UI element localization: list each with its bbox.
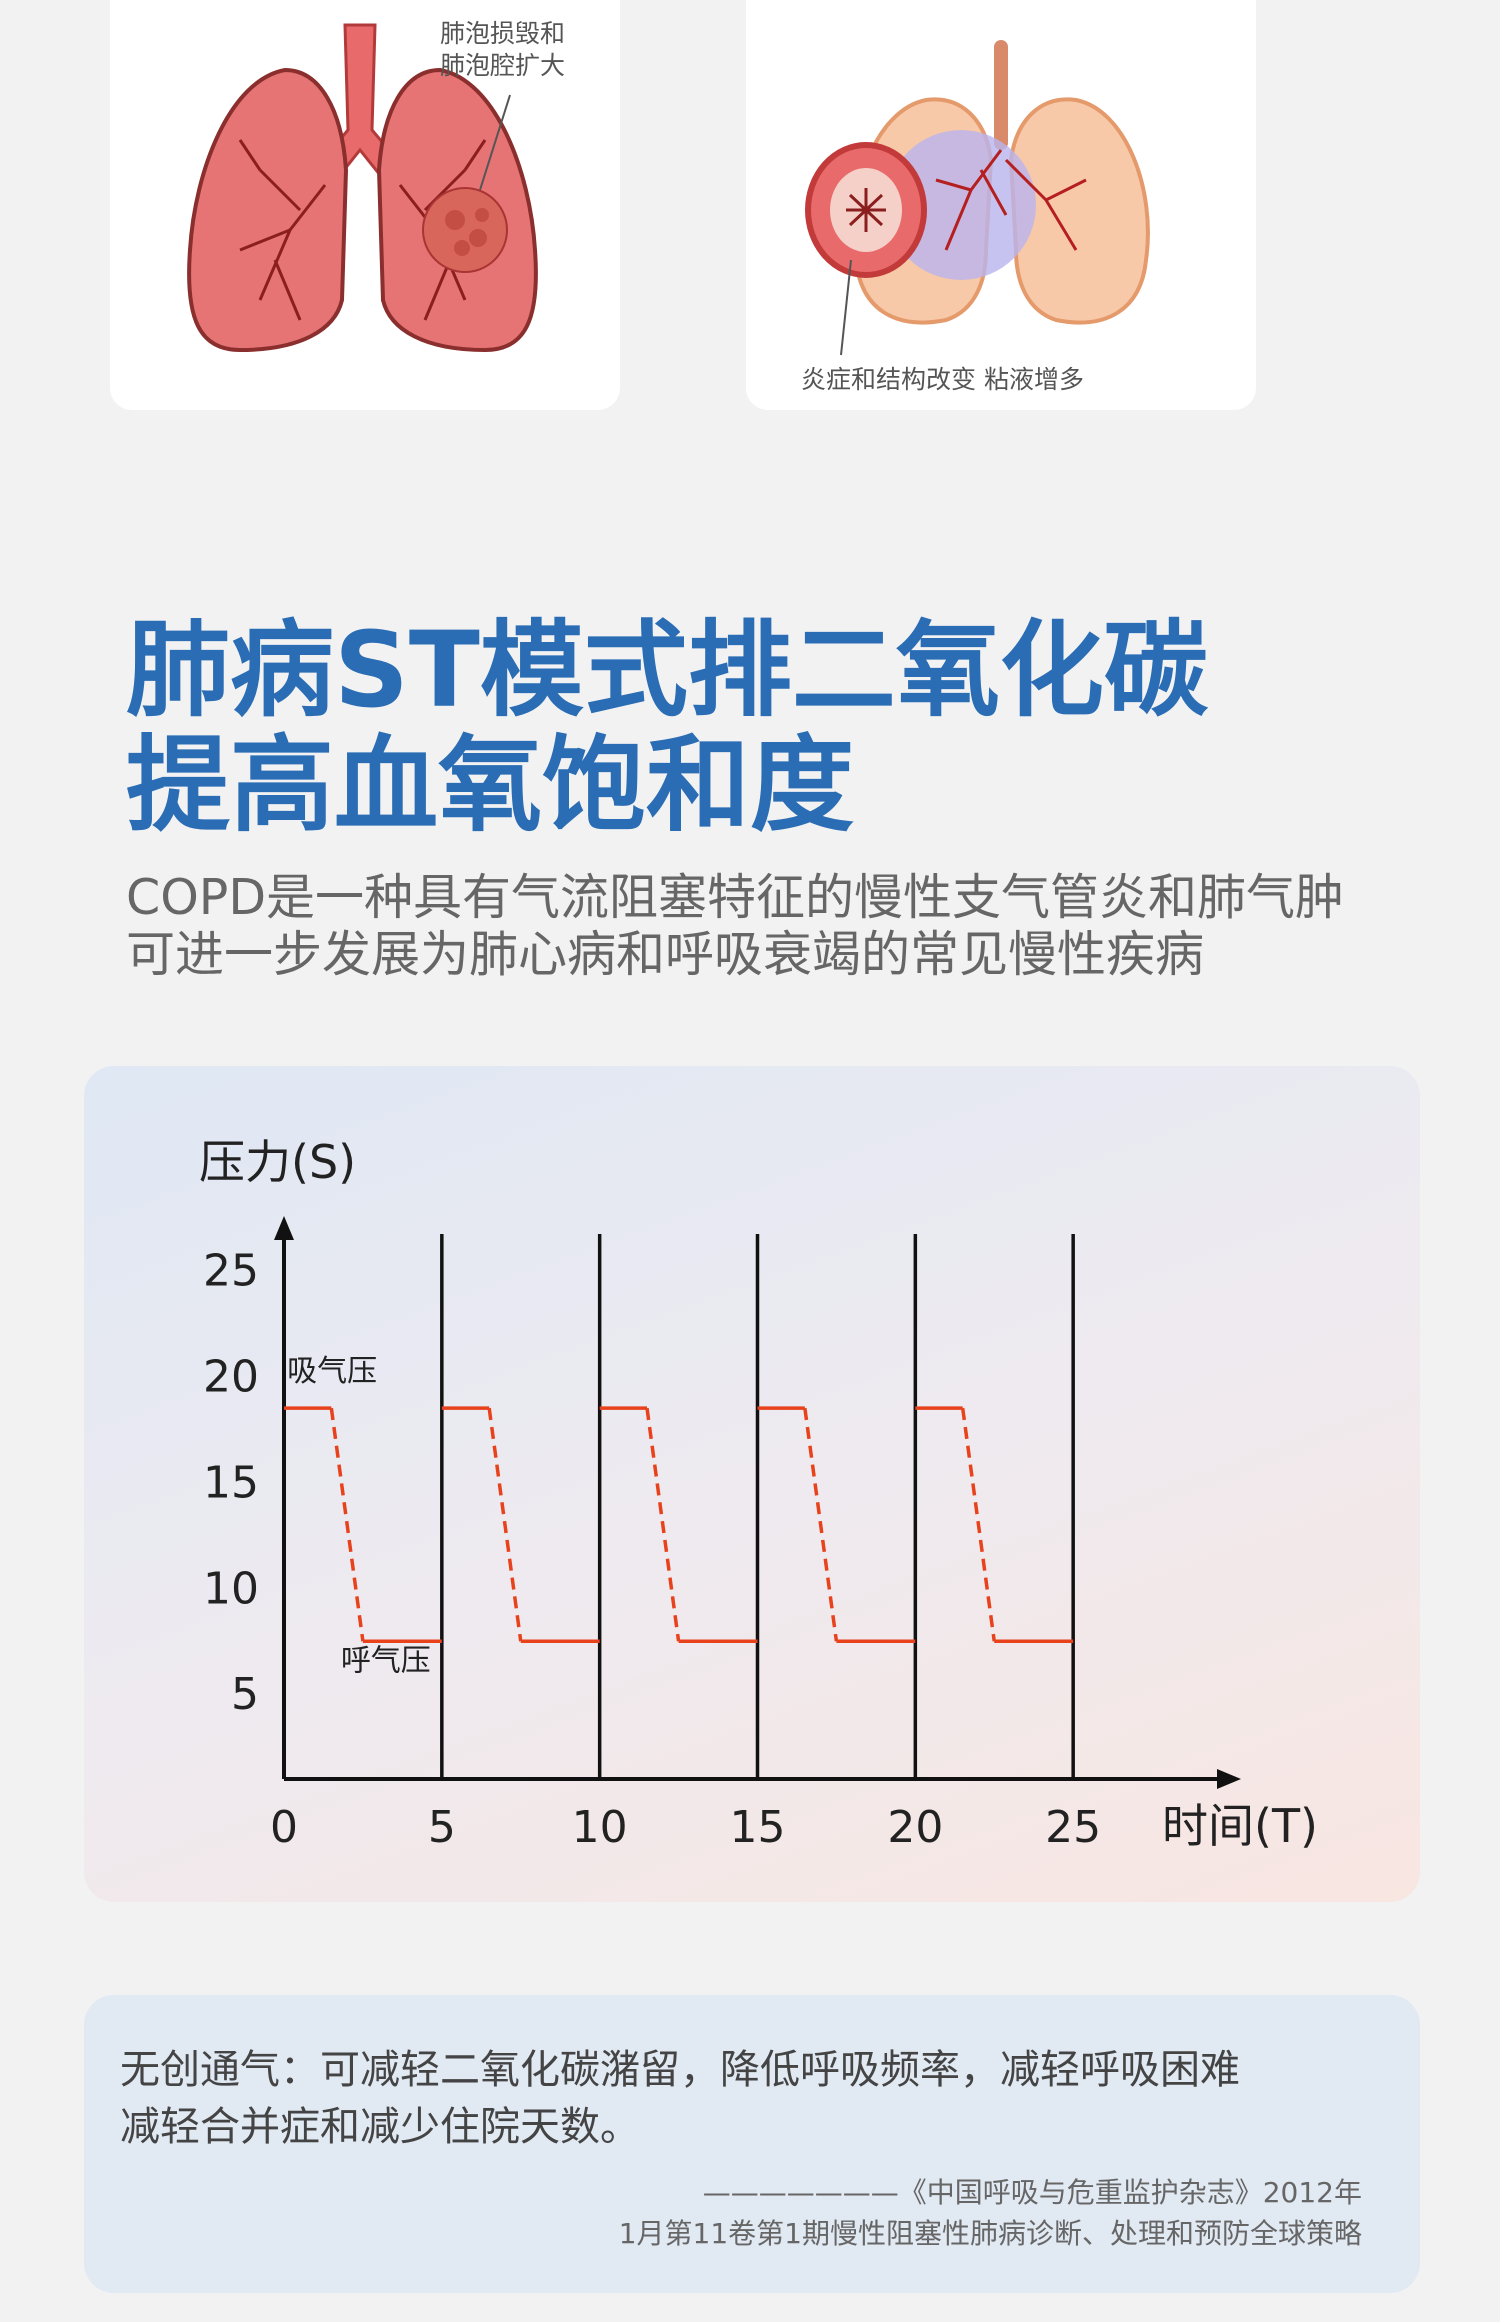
lung-emphysema-drawing [187, 23, 538, 353]
x-axis-title: 时间(T) [1162, 1799, 1318, 1853]
exhale-annotation: 呼气压 [341, 1644, 431, 1679]
inhale-annotation: 吸气压 [287, 1354, 377, 1389]
lung-emphysema-illustration: 肺泡损毁和 肺泡腔扩大 [110, 0, 620, 410]
series-ramp-segment [645, 1407, 681, 1642]
x-tick-label: 10 [572, 1802, 628, 1853]
lung-right-label: 炎症和结构改变 粘液增多 [801, 365, 1084, 394]
y-tick-label: 5 [231, 1669, 259, 1720]
x-tick-label: 25 [1045, 1802, 1101, 1853]
x-tick-label: 15 [730, 1802, 786, 1853]
citation-line-1: ———————《中国呼吸与危重监护杂志》2012年 [702, 2176, 1362, 2209]
y-tick-label: 20 [203, 1351, 259, 1402]
lung-left-label-2: 肺泡腔扩大 [440, 51, 566, 80]
lung-bronchitis-drawing [805, 40, 1150, 356]
y-tick-label: 10 [203, 1563, 259, 1614]
series-ramp-segment [487, 1407, 523, 1642]
y-axis-arrow [274, 1216, 294, 1240]
note-card: 无创通气：可减轻二氧化碳潴留，降低呼吸频率，减轻呼吸困难 减轻合并症和减少住院天… [84, 1995, 1420, 2293]
pressure-chart-card: 0 5 10 15 20 25 5 10 15 20 25 压力(S) 时间(T) 吸气压呼气压 [84, 1066, 1420, 1902]
subtitle-line-1: COPD是一种具有气流阻塞特征的慢性支气管炎和肺气肿 [126, 869, 1345, 926]
x-tick-label: 5 [428, 1802, 456, 1853]
note-line-1: 无创通气：可减轻二氧化碳潴留，降低呼吸频率，减轻呼吸困难 [120, 2047, 1240, 2093]
y-axis-title: 压力(S) [199, 1135, 356, 1189]
series-ramp-segment [329, 1407, 365, 1642]
y-tick-label: 25 [203, 1245, 259, 1296]
y-tick-label: 15 [203, 1457, 259, 1508]
x-axis-arrow [1217, 1769, 1241, 1789]
lung-bronchitis-illustration: 炎症和结构改变 粘液增多 [746, 0, 1256, 410]
citation-line-2: 1月第11卷第1期慢性阻塞性肺病诊断、处理和预防全球策略 [618, 2217, 1362, 2250]
x-tick-label: 0 [270, 1802, 298, 1853]
lung-left-label-1: 肺泡损毁和 [440, 19, 566, 48]
note-line-2: 减轻合并症和减少住院天数。 [120, 2104, 640, 2150]
headline-line-1: 肺病ST模式排二氧化碳 [126, 609, 1208, 731]
headline-line-2: 提高血氧饱和度 [126, 724, 855, 846]
series-ramp-segment [803, 1407, 839, 1642]
series-ramp-segment [960, 1407, 996, 1642]
subtitle-line-2: 可进一步发展为肺心病和呼吸衰竭的常见慢性疾病 [126, 926, 1205, 983]
x-tick-label: 20 [887, 1802, 943, 1853]
